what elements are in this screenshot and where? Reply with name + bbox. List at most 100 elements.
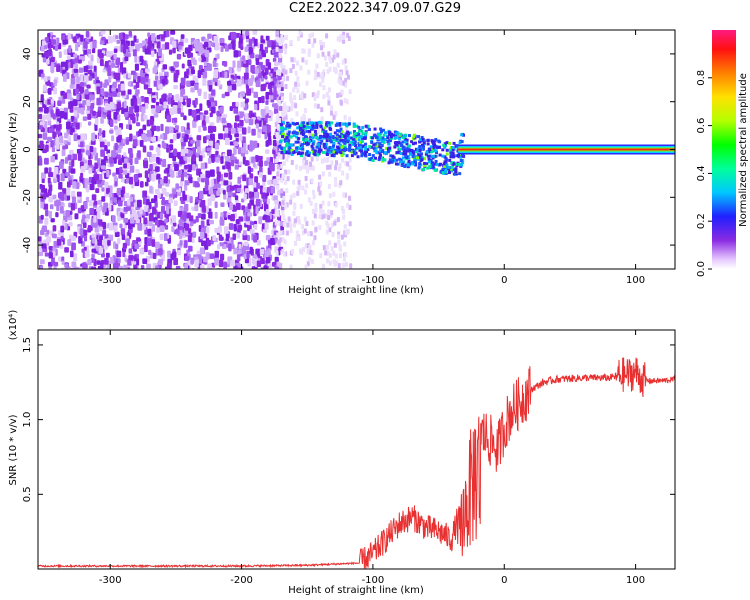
signal-cell <box>283 139 287 143</box>
fade-cell <box>316 53 320 59</box>
fade-cell <box>274 121 278 127</box>
noise-cell <box>264 149 270 154</box>
noise-cell <box>167 237 171 244</box>
fade-cell <box>336 52 340 58</box>
noise-cell <box>142 145 147 153</box>
signal-cell <box>363 152 367 156</box>
noise-cell <box>236 187 241 193</box>
noise-cell <box>139 248 145 255</box>
signal-cell <box>425 150 429 154</box>
noise-cell <box>267 198 271 205</box>
noise-cell <box>264 75 268 80</box>
noise-cell <box>76 148 82 154</box>
noise-cell <box>120 213 125 219</box>
noise-cell <box>115 129 120 136</box>
signal-cell <box>329 127 333 131</box>
signal-cell <box>361 152 365 156</box>
noise-cell <box>112 91 118 97</box>
noise-cell <box>261 64 266 71</box>
noise-cell <box>214 201 218 208</box>
signal-cell <box>333 148 337 152</box>
noise-cell <box>97 239 103 246</box>
signal-cell <box>411 160 415 164</box>
signal-cell <box>405 147 409 151</box>
noise-cell <box>99 141 105 148</box>
noise-cell <box>271 45 275 50</box>
noise-cell <box>178 45 182 50</box>
noise-cell <box>48 210 53 219</box>
fade-cell <box>301 224 305 230</box>
noise-cell <box>258 172 263 178</box>
noise-cell <box>89 183 95 191</box>
noise-cell <box>61 149 66 157</box>
signal-cell <box>364 149 368 153</box>
noise-cell <box>187 157 191 163</box>
signal-cell <box>315 135 319 139</box>
signal-cell <box>378 142 382 146</box>
noise-cell <box>224 71 228 79</box>
signal-cell <box>308 151 312 155</box>
fade-cell <box>329 129 333 135</box>
fade-cell <box>296 88 300 94</box>
noise-cell <box>144 102 149 110</box>
noise-cell <box>207 157 212 164</box>
noise-cell <box>199 247 205 255</box>
fade-cell <box>282 116 286 122</box>
signal-cell <box>319 124 323 128</box>
noise-cell <box>168 49 173 55</box>
noise-cell <box>157 192 161 198</box>
noise-cell <box>52 225 57 232</box>
noise-cell <box>258 73 262 79</box>
signal-cell <box>305 137 309 141</box>
noise-cell <box>77 59 82 64</box>
signal-cell <box>287 151 291 155</box>
noise-cell <box>179 96 184 103</box>
fade-cell <box>279 39 283 45</box>
noise-cell <box>209 169 215 177</box>
noise-cell <box>59 110 65 119</box>
noise-cell <box>217 243 221 250</box>
noise-cell <box>203 136 207 144</box>
fade-cell <box>307 136 311 142</box>
fade-cell <box>307 197 311 203</box>
signal-cell <box>418 162 422 166</box>
noise-cell <box>204 185 209 191</box>
signal-cell <box>368 157 372 161</box>
noise-cell <box>49 204 54 210</box>
noise-cell <box>228 243 232 252</box>
fade-cell <box>276 261 280 267</box>
noise-cell <box>214 227 219 233</box>
noise-cell <box>268 263 272 269</box>
noise-cell <box>211 106 216 114</box>
noise-cell <box>100 30 106 35</box>
noise-cell <box>198 57 202 62</box>
noise-cell <box>183 171 188 177</box>
fade-cell <box>336 62 340 68</box>
noise-cell <box>83 75 89 83</box>
noise-cell <box>244 98 249 103</box>
noise-cell <box>67 154 72 161</box>
signal-cell <box>345 123 349 127</box>
noise-cell <box>98 226 103 231</box>
spectrogram-x-tick-label: -200 <box>230 275 253 286</box>
noise-cell <box>255 198 261 207</box>
noise-cell <box>118 173 123 179</box>
noise-cell <box>48 245 54 251</box>
signal-cell <box>360 150 364 154</box>
noise-cell <box>68 45 72 54</box>
fade-cell <box>320 158 324 164</box>
noise-cell <box>83 41 87 49</box>
noise-cell <box>191 57 196 63</box>
noise-cell <box>265 208 270 215</box>
noise-cell <box>269 95 274 100</box>
noise-cell <box>99 59 104 67</box>
noise-cell <box>265 257 271 264</box>
noise-cell <box>181 63 185 69</box>
fade-cell <box>297 235 301 241</box>
fade-cell <box>319 253 323 259</box>
noise-cell <box>116 250 122 258</box>
noise-cell <box>194 83 199 90</box>
noise-cell <box>46 229 50 235</box>
noise-cell <box>55 212 59 218</box>
noise-cell <box>43 203 49 210</box>
